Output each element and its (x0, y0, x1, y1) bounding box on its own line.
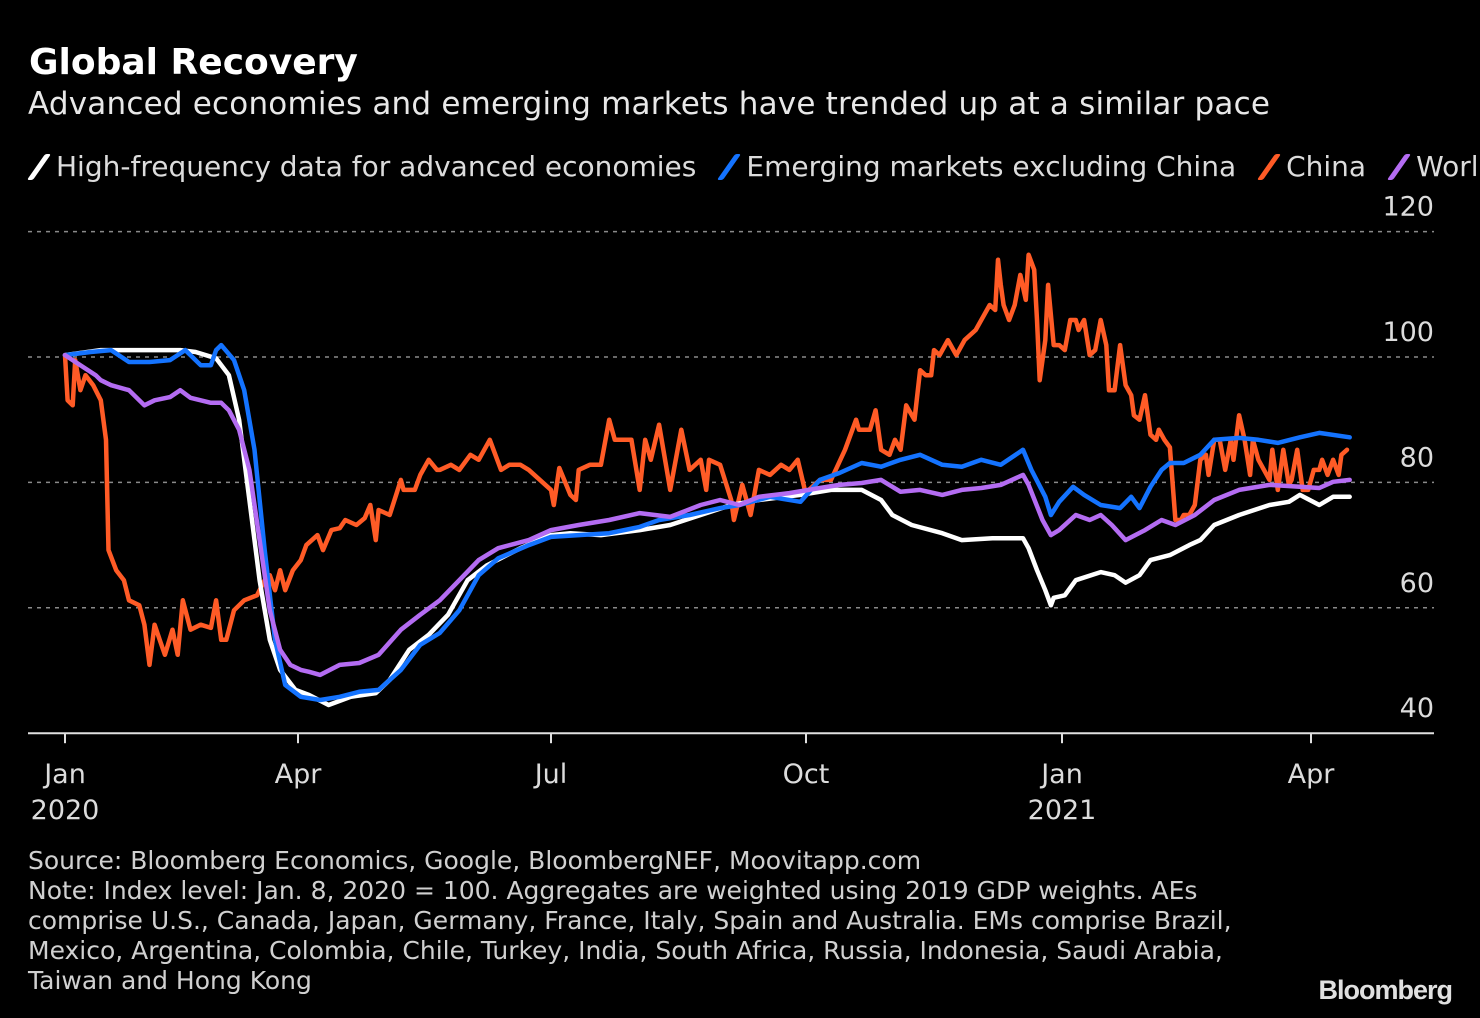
source-note: Source: Bloomberg Economics, Google, Blo… (28, 846, 922, 875)
chart-subtitle: Advanced economies and emerging markets … (28, 86, 1271, 122)
y-tick-label: 120 (1382, 192, 1434, 223)
footer: Source: Bloomberg Economics, Google, Blo… (28, 846, 1232, 996)
note-line: Taiwan and Hong Kong (28, 966, 312, 995)
series-line-world (62, 352, 1352, 678)
series-line-china (62, 252, 1350, 668)
x-tick-label: Jul (533, 759, 568, 790)
legend-label-emerging: Emerging markets excluding China (746, 150, 1237, 183)
y-tick-label: 100 (1382, 317, 1434, 348)
legend-item-emerging: Emerging markets excluding China (717, 150, 1237, 183)
x-tick-label: Oct (783, 759, 830, 790)
legend-label-advanced: High-frequency data for advanced economi… (56, 150, 697, 183)
y-tick-label: 80 (1400, 442, 1434, 473)
series-line-advanced-economies (62, 347, 1352, 708)
x-tick-label: Apr (1288, 759, 1336, 790)
x-tick-label: Apr (275, 759, 323, 790)
y-tick-label: 60 (1400, 568, 1434, 599)
legend-label-china: China (1286, 150, 1367, 183)
x-tick-year-label: 2020 (31, 795, 100, 826)
note-line: Mexico, Argentina, Colombia, Chile, Turk… (28, 936, 1223, 965)
x-tick-label: Jan (42, 759, 86, 790)
legend: High-frequency data for advanced economi… (26, 150, 1480, 183)
legend-label-world: World (1416, 150, 1480, 183)
legend-item-advanced: High-frequency data for advanced economi… (26, 150, 697, 183)
chart-title: Global Recovery (29, 42, 358, 83)
legend-item-world: World (1386, 150, 1480, 183)
bloomberg-logo: Bloomberg (1318, 975, 1453, 1005)
y-tick-label: 40 (1400, 693, 1434, 724)
series-line-emerging-markets-ex-china (62, 342, 1352, 703)
legend-item-china: China (1257, 150, 1367, 183)
note-line: Note: Index level: Jan. 8, 2020 = 100. A… (28, 876, 1198, 905)
x-tick-year-label: 2021 (1028, 795, 1097, 826)
x-tick-label: Jan (1039, 759, 1083, 790)
note-line: comprise U.S., Canada, Japan, Germany, F… (28, 906, 1232, 935)
